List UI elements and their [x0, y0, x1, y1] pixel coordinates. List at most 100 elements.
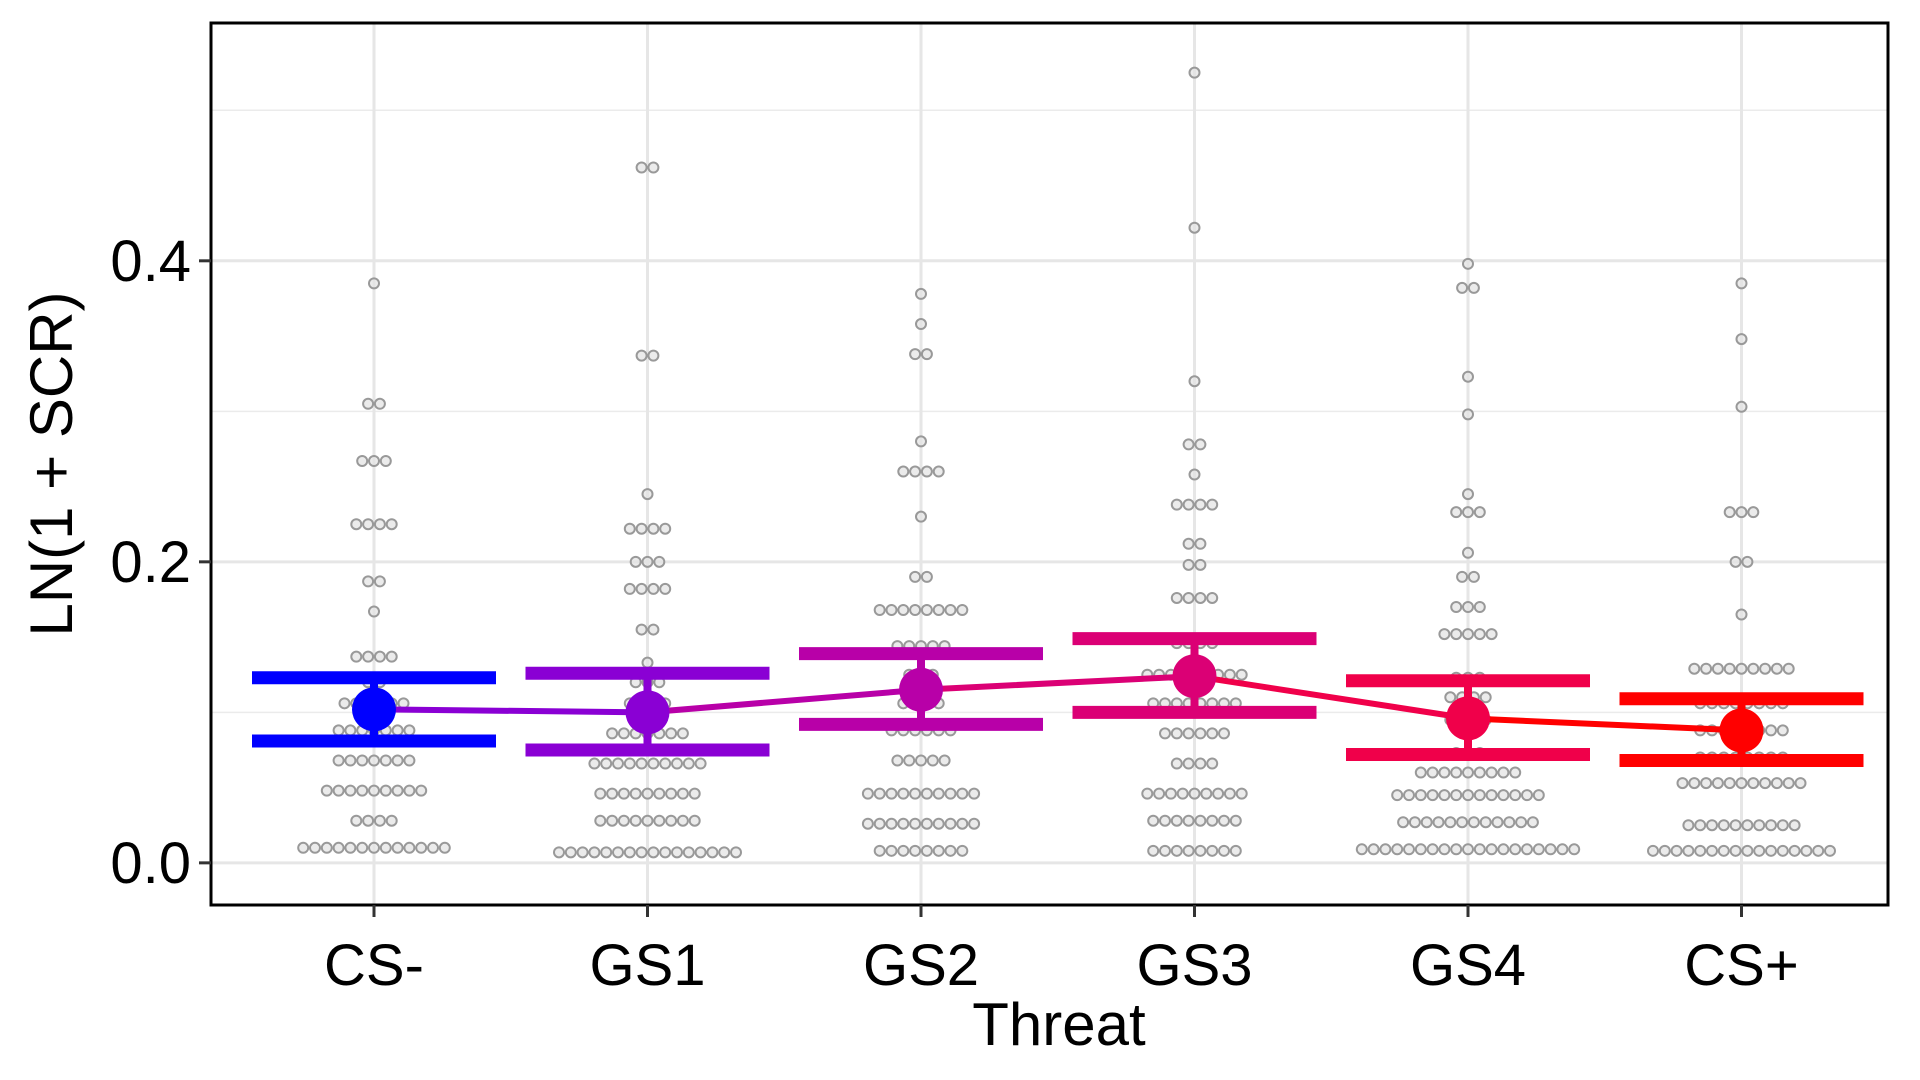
data-dot [427, 841, 439, 854]
data-dot [362, 814, 375, 827]
data-dot [1218, 727, 1230, 740]
data-dot [682, 757, 695, 770]
data-dot [1473, 628, 1486, 641]
mean-point [1719, 708, 1764, 753]
data-dot [1200, 787, 1213, 800]
mean-point [1446, 696, 1490, 741]
data-dot [641, 555, 654, 568]
data-dot [1229, 844, 1242, 857]
mean-point [625, 690, 670, 735]
data-dot [1426, 789, 1439, 802]
data-dot [909, 787, 922, 800]
mean-points [352, 654, 1764, 753]
data-dot [1812, 844, 1825, 857]
data-dot [320, 784, 333, 797]
data-dot [344, 724, 357, 737]
data-dot [612, 757, 624, 770]
data-dot [1206, 757, 1219, 770]
panel-border [209, 21, 1890, 907]
data-dot [1218, 814, 1230, 827]
data-dot [932, 465, 945, 478]
data-dot [1800, 844, 1813, 857]
data-dot [1694, 844, 1707, 857]
data-dot [1438, 843, 1451, 856]
data-dot [1706, 819, 1718, 832]
data-dot [1182, 537, 1195, 550]
data-dot [332, 724, 345, 737]
data-dot [373, 650, 386, 663]
data-dot [1776, 844, 1789, 857]
data-dot [1788, 819, 1801, 832]
mean-line-segment [371, 706, 651, 716]
data-dot [1194, 814, 1207, 827]
data-dot [623, 582, 636, 595]
data-dot [659, 757, 672, 770]
data-dot [897, 844, 910, 857]
data-dot [1729, 819, 1742, 832]
data-dot [920, 465, 933, 478]
x-tick-label: GS1 [589, 933, 705, 998]
data-dot [1141, 787, 1154, 800]
x-tick-label: GS4 [1410, 933, 1526, 998]
data-dot [391, 754, 404, 767]
data-dot [1159, 727, 1171, 740]
data-dot [1391, 789, 1404, 802]
data-dot [1462, 506, 1474, 519]
data-dot [885, 787, 898, 800]
data-dot [1182, 591, 1195, 604]
data-dot [1147, 844, 1160, 857]
data-dot [1176, 787, 1189, 800]
data-dot [1647, 844, 1659, 857]
data-dot [1688, 662, 1701, 675]
data-dot [1556, 843, 1569, 856]
y-tick-label: 0.4 [110, 229, 191, 294]
data-dot [1735, 333, 1748, 346]
data-dot [1367, 843, 1380, 856]
data-dot [403, 784, 416, 797]
data-dot [373, 575, 386, 588]
mean-point [899, 667, 943, 712]
data-dot [1747, 777, 1760, 790]
data-dot [1735, 662, 1748, 675]
data-dot [1450, 628, 1463, 641]
data-dot [1159, 844, 1171, 857]
data-dot [617, 727, 630, 740]
data-dot [1473, 843, 1486, 856]
data-dot [1456, 570, 1469, 583]
data-dot [909, 844, 922, 857]
data-dot [956, 817, 969, 830]
data-dot [576, 846, 589, 859]
data-dot [659, 846, 672, 859]
data-dot [1770, 777, 1783, 790]
data-dot [897, 603, 910, 616]
data-dot [1532, 843, 1545, 856]
y-tick-label: 0.2 [110, 530, 191, 595]
data-dot [1194, 498, 1207, 511]
data-dot [1568, 843, 1581, 856]
data-dot [1194, 727, 1207, 740]
data-dot [623, 846, 636, 859]
data-dot [915, 318, 927, 331]
data-dot [1467, 570, 1480, 583]
data-dot [665, 787, 678, 800]
data-dot [1438, 628, 1451, 641]
data-dot [1694, 819, 1707, 832]
data-dot [1206, 814, 1219, 827]
data-dot [909, 570, 922, 583]
data-dot [1438, 766, 1451, 779]
data-dot [1729, 555, 1742, 568]
data-dot [1194, 438, 1207, 451]
data-dot [647, 846, 660, 859]
data-dot [368, 605, 380, 618]
data-dot [1414, 789, 1427, 802]
data-dot [623, 757, 636, 770]
data-dot [1741, 844, 1754, 857]
data-dot [368, 784, 380, 797]
data-dot [920, 844, 933, 857]
data-dot [1164, 787, 1177, 800]
data-dot [956, 844, 969, 857]
data-dot [1194, 537, 1207, 550]
grid [211, 23, 1888, 905]
data-dot [617, 787, 630, 800]
data-dot [1194, 591, 1207, 604]
